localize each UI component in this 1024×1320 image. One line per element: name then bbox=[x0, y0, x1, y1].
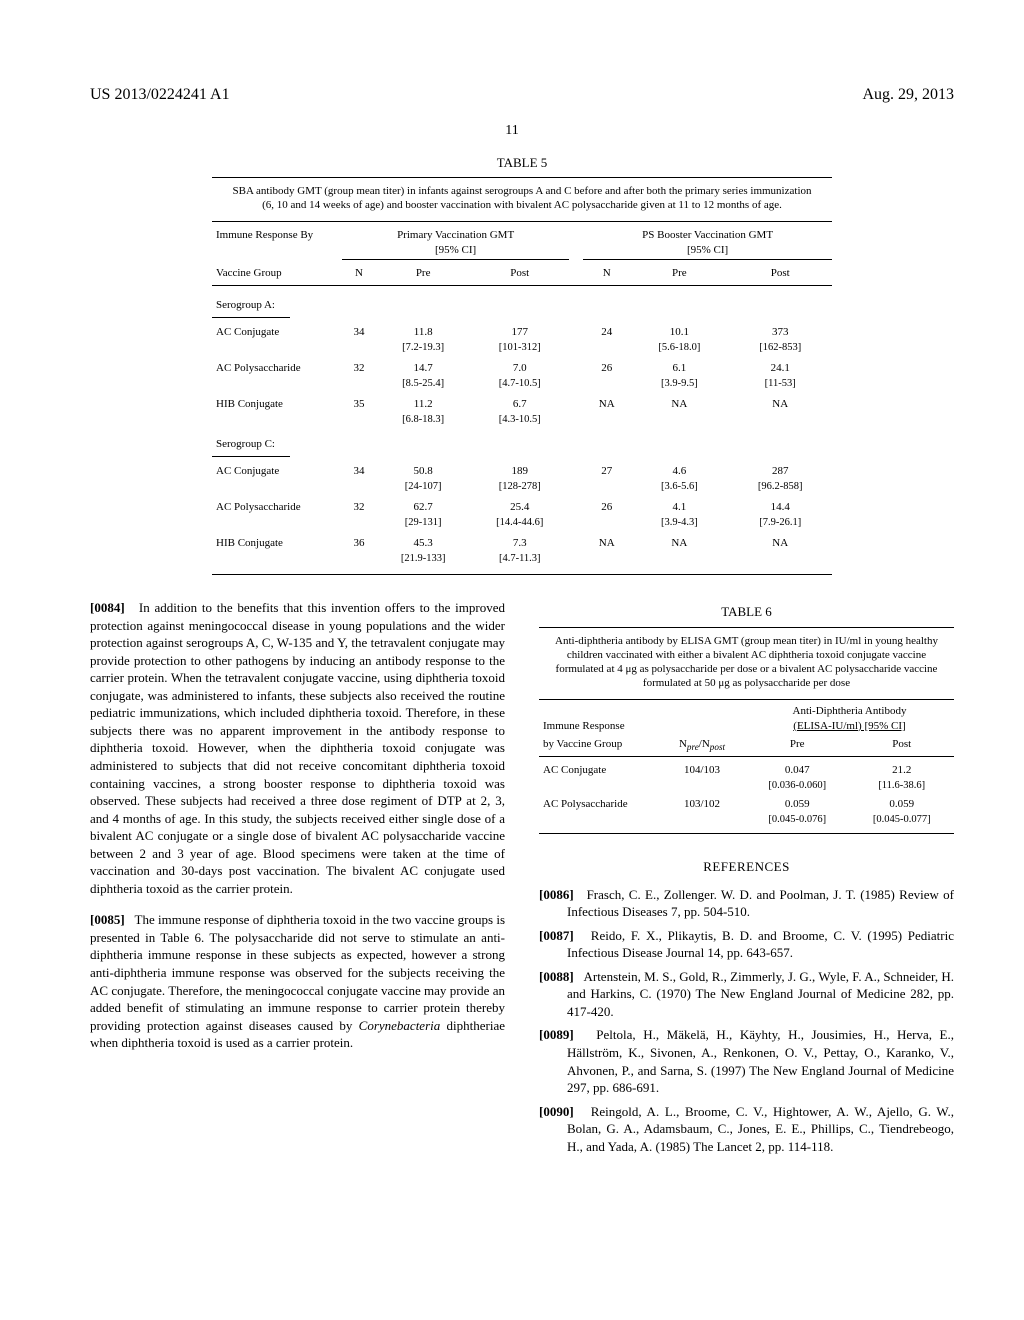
table-5-content: Immune Response By Primary Vaccination G… bbox=[212, 224, 832, 568]
t6-immune-response: Immune Response bbox=[539, 702, 659, 736]
table-section-header: Serogroup C: bbox=[212, 429, 832, 456]
t6-n-header: Npre/Npost bbox=[659, 735, 745, 756]
table-row: HIB Conjugate3511.2[6.8-18.3]6.7[4.3-10.… bbox=[212, 393, 832, 429]
table-5-label: TABLE 5 bbox=[212, 154, 832, 172]
para-num: [0085] bbox=[90, 912, 125, 927]
sub-pre2: Pre bbox=[630, 264, 728, 285]
sub-n2: N bbox=[583, 264, 630, 285]
col-immune-response: Immune Response By bbox=[212, 224, 342, 265]
para-0084: [0084] In addition to the benefits that … bbox=[90, 599, 505, 897]
table-row: AC Conjugate3411.8[7.2-19.3]177[101-312]… bbox=[212, 321, 832, 357]
reference-item: [0089] Peltola, H., Mäkelä, H., Käyhty, … bbox=[539, 1026, 954, 1096]
table-row: AC Conjugate104/1030.047[0.036-0.060]21.… bbox=[539, 761, 954, 795]
reference-item: [0088] Artenstein, M. S., Gold, R., Zimm… bbox=[539, 968, 954, 1021]
t6-vaccine-group: by Vaccine Group bbox=[539, 735, 659, 756]
doc-date: Aug. 29, 2013 bbox=[862, 84, 954, 106]
table-row: AC Conjugate3450.8[24-107]189[128-278]27… bbox=[212, 460, 832, 496]
table-6-caption: Anti-diphtheria antibody by ELISA GMT (g… bbox=[539, 630, 954, 697]
col-primary-gmt: Primary Vaccination GMT[95% CI] bbox=[342, 224, 569, 260]
doc-number: US 2013/0224241 A1 bbox=[90, 84, 230, 106]
sub-n1: N bbox=[342, 264, 376, 285]
sub-post2: Post bbox=[728, 264, 832, 285]
left-column: [0084] In addition to the benefits that … bbox=[90, 599, 505, 1161]
table-6-label: TABLE 6 bbox=[539, 603, 954, 621]
table-row: AC Polysaccharide103/1020.059[0.045-0.07… bbox=[539, 795, 954, 829]
para-num: [0084] bbox=[90, 600, 125, 615]
page-header: US 2013/0224241 A1 Aug. 29, 2013 bbox=[90, 84, 954, 106]
reference-item: [0090] Reingold, A. L., Broome, C. V., H… bbox=[539, 1103, 954, 1156]
t6-antibody-header: Anti-Diphtheria Antibody(ELISA-IU/ml) [9… bbox=[745, 702, 954, 736]
para-text: In addition to the benefits that this in… bbox=[90, 600, 505, 896]
t6-pre: Pre bbox=[745, 735, 850, 756]
references-list: [0086] Frasch, C. E., Zollenger. W. D. a… bbox=[539, 886, 954, 1156]
table-5: TABLE 5 SBA antibody GMT (group mean tit… bbox=[212, 154, 832, 575]
sub-post1: Post bbox=[470, 264, 569, 285]
table-6-content: Immune Response Anti-Diphtheria Antibody… bbox=[539, 702, 954, 829]
para-0085: [0085] The immune response of diphtheria… bbox=[90, 911, 505, 1051]
para-text: The immune response of diphtheria toxoid… bbox=[90, 912, 505, 1050]
table-section-header: Serogroup A: bbox=[212, 290, 832, 317]
sub-vaccine-group: Vaccine Group bbox=[212, 264, 342, 285]
sub-pre1: Pre bbox=[376, 264, 470, 285]
page-number: 11 bbox=[505, 122, 518, 141]
table-row: AC Polysaccharide3214.7[8.5-25.4]7.0[4.7… bbox=[212, 357, 832, 393]
table-row: AC Polysaccharide3262.7[29-131]25.4[14.4… bbox=[212, 496, 832, 532]
table-6: TABLE 6 Anti-diphtheria antibody by ELIS… bbox=[539, 603, 954, 834]
right-column: TABLE 6 Anti-diphtheria antibody by ELIS… bbox=[539, 599, 954, 1161]
references-heading: REFERENCES bbox=[539, 858, 954, 876]
table-5-caption: SBA antibody GMT (group mean titer) in i… bbox=[212, 180, 832, 219]
t6-post: Post bbox=[849, 735, 954, 756]
table-row: HIB Conjugate3645.3[21.9-133]7.3[4.7-11.… bbox=[212, 532, 832, 568]
reference-item: [0086] Frasch, C. E., Zollenger. W. D. a… bbox=[539, 886, 954, 921]
reference-item: [0087] Reido, F. X., Plikaytis, B. D. an… bbox=[539, 927, 954, 962]
col-booster-gmt: PS Booster Vaccination GMT[95% CI] bbox=[583, 224, 832, 260]
